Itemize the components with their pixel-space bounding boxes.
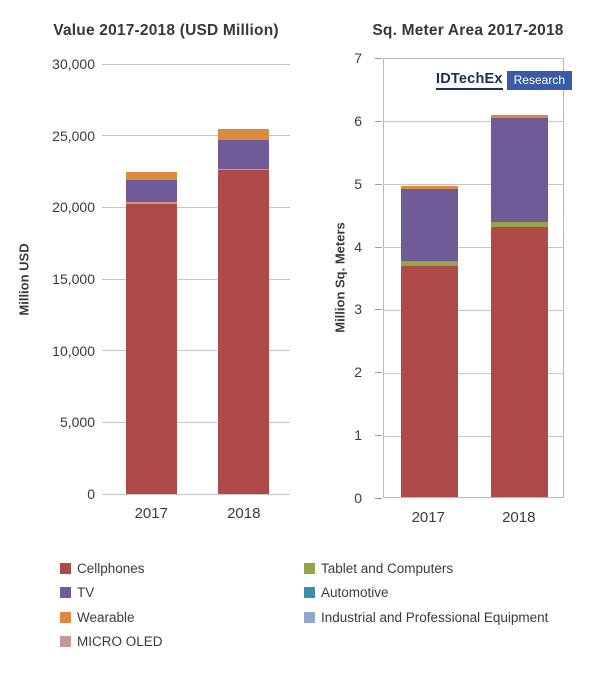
idtechex-logo-research-badge: Research [506,71,572,90]
bar-segment-2018-wearable [218,129,270,140]
value-chart-title: Value 2017-2018 (USD Million) [53,22,279,39]
legend-item: Automotive [304,581,548,606]
bar-segment-2018-micro-oled [218,168,270,171]
bar-segment-2018-cellphones [491,226,549,497]
area-chart-y-axis-label: Million Sq. Meters [332,222,348,333]
y-axis-tick-label: 0 [354,490,362,506]
y-axis-tick-label: 3 [354,301,362,318]
legend-swatch-icon [60,587,71,599]
y-axis-tick [375,498,382,499]
y-axis-tick-label: 5 [354,175,362,192]
gridline [384,184,563,186]
y-axis-tick-label: 4 [354,238,362,255]
x-axis-label-2017: 2017 [411,509,445,526]
y-axis-tick-label: 7 [354,50,362,66]
legend-label: Industrial and Professional Equipment [321,609,549,625]
legend-swatch-icon [60,636,71,648]
legend-swatch-icon [60,562,71,574]
gridline [384,247,563,249]
legend-item: Wearable [60,605,163,630]
legend-label: Tablet and Computers [321,560,454,576]
legend-label: Automotive [321,585,389,601]
y-axis-tick-label: 20,000 [52,199,95,216]
area-chart-plot-area: IDTechEx Research [383,58,572,498]
bar-segment-2017-wearable [400,185,458,189]
bar-segment-2018-wearable [491,115,549,118]
y-axis-tick-label: 1 [354,427,362,444]
y-axis-tick-label: 25,000 [52,127,95,144]
bar-segment-2018-tablet-and-computers [491,222,549,227]
gridline [102,135,290,137]
x-axis-label-2017: 2017 [134,505,168,522]
y-axis-tick [375,246,382,248]
x-axis-label-2018: 2018 [502,509,536,526]
value-chart-plot-area [102,63,290,495]
gridline [102,63,290,65]
bar-segment-2018-cellphones [218,170,270,494]
gridline [384,372,563,374]
idtechex-logo-brand-text: IDTechEx [436,71,503,90]
bar-segment-2017-tv [125,180,177,203]
legend-item: Tablet and Computers [304,556,548,581]
y-axis-tick-label: 2 [354,364,362,381]
legend: Cellphones TV Wearable MICRO OLED Tablet an… [0,556,602,674]
y-axis-tick [375,183,382,185]
bar-segment-2017-wearable [125,172,177,181]
bar-segment-2017-cellphones [400,265,458,497]
bar-segment-2017-cellphones [125,204,177,494]
gridline [102,350,290,352]
legend-label: TV [77,585,95,601]
legend-column-right: Tablet and Computers Automotive Industrial… [304,556,548,630]
y-axis-tick [375,372,382,374]
gridline [384,435,563,437]
legend-item: TV [60,581,163,606]
gridline [384,309,563,311]
bar-segment-2017-tablet-and-computers [400,261,458,266]
legend-swatch-icon [304,611,315,623]
bar-segment-2017-tv [400,189,458,262]
y-axis-tick-label: 30,000 [52,56,95,72]
y-axis-tick-label: 15,000 [52,271,95,287]
legend-label: MICRO OLED [77,634,163,650]
legend-swatch-icon [304,587,315,599]
gridline [102,278,290,280]
idtechex-logo: IDTechEx Research [436,71,572,90]
legend-item: Industrial and Professional Equipment [304,605,548,630]
legend-item: MICRO OLED [60,630,163,655]
y-axis-tick [375,120,382,122]
legend-column-left: Cellphones TV Wearable MICRO OLED [60,556,163,654]
bar-segment-2018-tv [491,118,549,223]
y-axis-tick [375,435,382,437]
legend-label: Cellphones [77,560,145,576]
bar-segment-2017-micro-oled [125,202,177,205]
legend-swatch-icon [60,611,71,623]
gridline [102,206,290,208]
x-axis-label-2018: 2018 [227,505,261,522]
legend-swatch-icon [304,562,315,574]
gridline [384,121,563,123]
y-axis-tick [375,58,382,59]
area-chart-title: Sq. Meter Area 2017-2018 [372,22,564,39]
bar-segment-2018-tv [218,139,270,169]
value-chart: Value 2017-2018 (USD Million) Million US… [0,0,300,552]
gridline [102,421,290,423]
y-axis-tick-label: 6 [354,112,362,129]
y-axis-tick-label: 0 [87,486,95,502]
area-chart: Sq. Meter Area 2017-2018 Million Sq. Met… [302,0,602,552]
y-axis-tick [375,309,382,311]
legend-item: Cellphones [60,556,163,581]
y-axis-tick-label: 10,000 [52,342,95,359]
legend-label: Wearable [77,609,135,625]
gridline [102,493,290,495]
y-axis-tick-label: 5,000 [59,414,95,431]
